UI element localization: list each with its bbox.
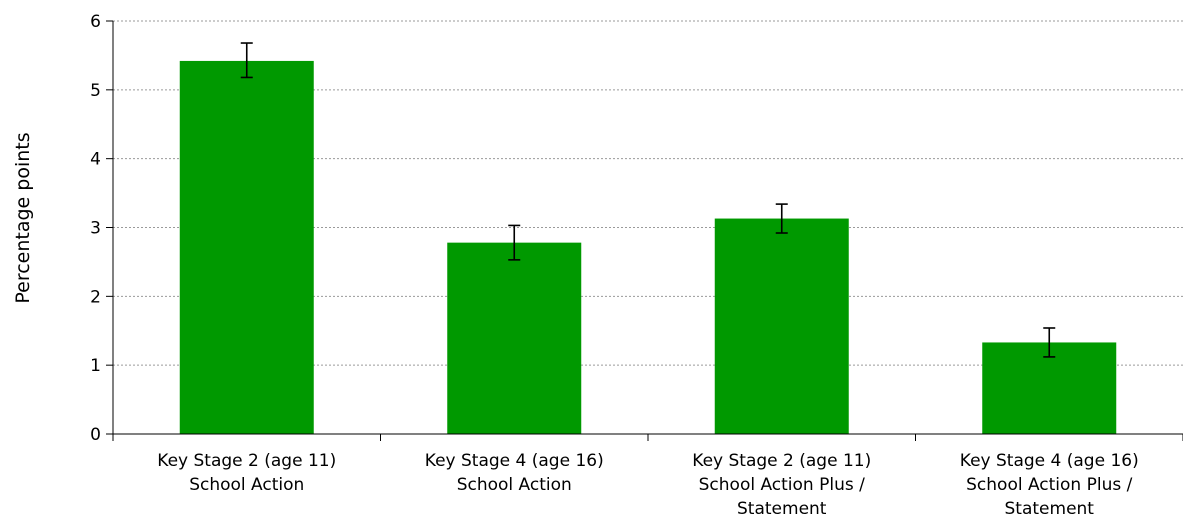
y-tick-label: 1	[90, 356, 101, 376]
axes	[106, 20, 1183, 441]
bar-2	[447, 242, 582, 434]
bar-1	[179, 60, 314, 434]
y-tick-label: 0	[90, 425, 101, 445]
bar-3	[714, 218, 849, 434]
y-tick-label: 2	[90, 287, 101, 307]
error-bars	[240, 42, 1056, 358]
bars	[179, 60, 1117, 434]
bar-4	[982, 342, 1117, 434]
y-axis-title: Percentage points	[12, 132, 34, 303]
category-label-4: Key Stage 4 (age 16) School Action Plus /…	[960, 451, 1139, 519]
category-label-1: Key Stage 2 (age 11) School Action	[157, 451, 336, 495]
category-label-2: Key Stage 4 (age 16) School Action	[425, 451, 604, 495]
category-label-3: Key Stage 2 (age 11) School Action Plus /…	[692, 451, 871, 519]
y-tick-label: 3	[90, 219, 101, 239]
y-tick-label: 5	[90, 81, 101, 101]
labels: 0 1 2 3 4 5 6 Key Stage 2 (age 11) School Action…	[90, 12, 1139, 519]
y-tick-label: 4	[90, 150, 101, 170]
y-tick-label: 6	[90, 12, 101, 32]
